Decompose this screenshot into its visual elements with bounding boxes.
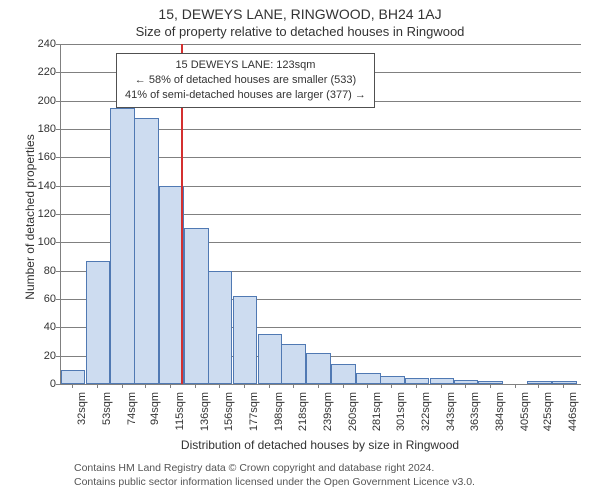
x-tick-mark — [269, 384, 270, 388]
y-tick-mark — [56, 271, 60, 272]
y-tick-mark — [56, 384, 60, 385]
x-tick-mark — [391, 384, 392, 388]
y-tick-mark — [56, 214, 60, 215]
x-tick-label: 94sqm — [149, 392, 161, 438]
x-tick-label: 136sqm — [199, 392, 211, 438]
x-tick-label: 198sqm — [273, 392, 285, 438]
page-subtitle: Size of property relative to detached ho… — [0, 24, 600, 39]
histogram-bar — [86, 261, 111, 384]
page-title: 15, DEWEYS LANE, RINGWOOD, BH24 1AJ — [0, 6, 600, 22]
histogram-bar — [258, 334, 283, 384]
y-tick-mark — [56, 299, 60, 300]
x-tick-label: 115sqm — [174, 392, 186, 438]
y-tick-label: 20 — [16, 350, 56, 362]
histogram-bar — [405, 378, 430, 384]
x-tick-mark — [145, 384, 146, 388]
histogram-bar — [380, 376, 405, 385]
y-tick-label: 160 — [16, 151, 56, 163]
credit-line-1: Contains HM Land Registry data © Crown c… — [74, 462, 584, 476]
x-tick-mark — [293, 384, 294, 388]
x-tick-label: 239sqm — [322, 392, 334, 438]
x-tick-label: 260sqm — [347, 392, 359, 438]
y-tick-mark — [56, 157, 60, 158]
x-tick-label: 446sqm — [567, 392, 579, 438]
annotation-line-1: 15 DEWEYS LANE: 123sqm — [125, 58, 366, 73]
y-tick-mark — [56, 356, 60, 357]
x-tick-label: 74sqm — [126, 392, 138, 438]
histogram-bar — [233, 296, 258, 384]
histogram-plot: 15 DEWEYS LANE: 123sqm← 58% of detached … — [60, 44, 581, 385]
y-tick-label: 140 — [16, 180, 56, 192]
x-tick-label: 363sqm — [469, 392, 481, 438]
histogram-bar — [184, 228, 209, 384]
x-tick-label: 32sqm — [76, 392, 88, 438]
x-tick-mark — [515, 384, 516, 388]
annotation-line-2: ← 58% of detached houses are smaller (53… — [125, 73, 366, 88]
x-tick-mark — [563, 384, 564, 388]
y-tick-label: 80 — [16, 265, 56, 277]
y-tick-label: 0 — [16, 378, 56, 390]
y-tick-label: 240 — [16, 38, 56, 50]
x-tick-mark — [416, 384, 417, 388]
x-tick-label: 322sqm — [420, 392, 432, 438]
x-tick-mark — [490, 384, 491, 388]
y-tick-mark — [56, 101, 60, 102]
gridline — [61, 44, 581, 45]
x-tick-label: 405sqm — [519, 392, 531, 438]
x-tick-mark — [465, 384, 466, 388]
x-tick-mark — [219, 384, 220, 388]
histogram-bar — [134, 118, 159, 384]
y-tick-mark — [56, 242, 60, 243]
x-tick-mark — [367, 384, 368, 388]
y-tick-mark — [56, 186, 60, 187]
x-tick-label: 53sqm — [101, 392, 113, 438]
x-tick-mark — [122, 384, 123, 388]
histogram-bar — [110, 108, 135, 384]
annotation-line-3: 41% of semi-detached houses are larger (… — [125, 88, 366, 103]
x-tick-label: 343sqm — [445, 392, 457, 438]
x-tick-mark — [244, 384, 245, 388]
annotation-box: 15 DEWEYS LANE: 123sqm← 58% of detached … — [116, 53, 375, 108]
y-tick-label: 60 — [16, 293, 56, 305]
x-tick-mark — [538, 384, 539, 388]
x-tick-mark — [343, 384, 344, 388]
y-tick-label: 200 — [16, 95, 56, 107]
y-tick-mark — [56, 44, 60, 45]
y-tick-mark — [56, 129, 60, 130]
y-tick-label: 220 — [16, 66, 56, 78]
histogram-bar — [61, 370, 86, 384]
x-tick-label: 218sqm — [297, 392, 309, 438]
y-tick-label: 100 — [16, 236, 56, 248]
x-tick-label: 384sqm — [494, 392, 506, 438]
y-tick-mark — [56, 72, 60, 73]
x-tick-label: 425sqm — [542, 392, 554, 438]
histogram-bar — [454, 380, 479, 384]
x-tick-mark — [441, 384, 442, 388]
histogram-bar — [331, 364, 356, 384]
credit-line-2: Contains public sector information licen… — [74, 476, 584, 490]
histogram-bar — [208, 271, 233, 384]
histogram-bar — [306, 353, 331, 384]
histogram-bar — [527, 381, 552, 384]
x-tick-mark — [195, 384, 196, 388]
x-axis-label: Distribution of detached houses by size … — [60, 438, 580, 452]
histogram-bar — [356, 373, 381, 384]
x-tick-label: 156sqm — [223, 392, 235, 438]
y-tick-label: 40 — [16, 321, 56, 333]
x-tick-mark — [72, 384, 73, 388]
y-tick-label: 180 — [16, 123, 56, 135]
x-tick-mark — [97, 384, 98, 388]
y-tick-label: 120 — [16, 208, 56, 220]
x-tick-label: 301sqm — [395, 392, 407, 438]
x-tick-label: 177sqm — [248, 392, 260, 438]
x-tick-label: 281sqm — [371, 392, 383, 438]
y-tick-mark — [56, 327, 60, 328]
histogram-bar — [281, 344, 306, 384]
x-tick-mark — [318, 384, 319, 388]
x-tick-mark — [170, 384, 171, 388]
